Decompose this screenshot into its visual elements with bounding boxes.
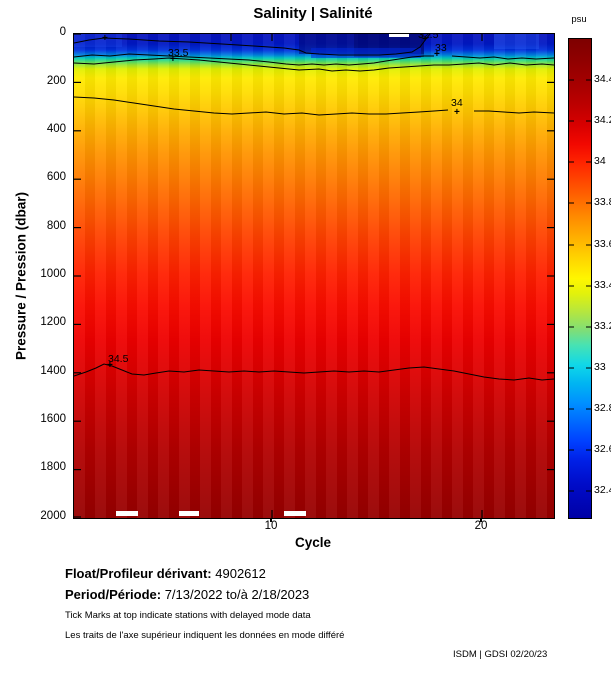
y-tick-label: 200 — [46, 75, 66, 87]
colorbar-tick-label: 34.2 — [594, 114, 611, 126]
y-tick-label: 800 — [46, 220, 66, 232]
note-french: Les traits de l'axe supérieur indiquent … — [65, 630, 345, 641]
y-axis-title: Pressure / Pression (dbar) — [13, 191, 29, 361]
contour-label-33: 33 — [435, 42, 447, 54]
contour-33 — [74, 53, 434, 66]
period-value: 7/13/2022 to/à 2/18/2023 — [164, 587, 310, 602]
contour-lines-layer — [74, 34, 554, 518]
contour-34-5 — [74, 363, 554, 381]
missing-data-gap — [284, 511, 306, 516]
contour-label-33-5: 33.5 — [168, 47, 189, 59]
colorbar — [568, 38, 592, 519]
contour-32-5 — [74, 34, 431, 56]
contour-anchor-icon: + — [434, 49, 440, 60]
note-english: Tick Marks at top indicate stations with… — [65, 610, 311, 621]
y-tick-label: 2000 — [40, 510, 66, 522]
contour-anchor-icon: + — [170, 54, 176, 65]
contour-anchor-icon: + — [107, 360, 113, 371]
y-tick-label: 1600 — [40, 413, 66, 425]
x-axis-tick — [480, 518, 482, 522]
y-tick-label: 400 — [46, 123, 66, 135]
x-axis-tick — [270, 518, 272, 522]
colorbar-tick-label: 34 — [594, 155, 606, 167]
colorbar-tick-label: 32.6 — [594, 443, 611, 455]
contour-34 — [74, 96, 449, 116]
colorbar-tick-marks — [569, 79, 591, 492]
colorbar-tick-label: 33.2 — [594, 320, 611, 332]
float-id-label: Float/Profileur dérivant: — [65, 566, 212, 581]
colorbar-tick-label: 32.4 — [594, 484, 611, 496]
period-line: Period/Période: 7/13/2022 to/à 2/18/2023 — [65, 587, 309, 602]
heatmap-plot-area: 32.5 33 33.5 34 34.5 + + + + + + — [73, 33, 555, 519]
y-tick-label: 600 — [46, 171, 66, 183]
provider-credit: ISDM | GDSI 02/20/23 — [453, 649, 548, 660]
contour-33-5 — [74, 57, 554, 72]
x-tick-label: 20 — [474, 520, 488, 532]
float-id-line: Float/Profileur dérivant: 4902612 — [65, 566, 266, 581]
contour-anchor-icon: + — [454, 107, 460, 118]
missing-data-gap — [116, 511, 138, 516]
contour-label-32-5: 32.5 — [418, 33, 439, 41]
contour-33 — [451, 55, 554, 60]
x-tick-label: 10 — [264, 520, 278, 532]
float-id-value: 4902612 — [215, 566, 266, 581]
contour-anchor-icon: + — [102, 33, 108, 44]
colorbar-tick-label: 33.8 — [594, 196, 611, 208]
y-tick-label: 1800 — [40, 461, 66, 473]
colorbar-tick-label: 33.4 — [594, 279, 611, 291]
contour-anchor-icon: + — [422, 34, 428, 45]
y-tick-label: 1200 — [40, 316, 66, 328]
period-label: Period/Période: — [65, 587, 162, 602]
y-tick-label: 0 — [59, 26, 66, 38]
missing-data-gap — [179, 511, 199, 516]
colorbar-tick-label: 33.6 — [594, 238, 611, 250]
colorbar-tick-label: 33 — [594, 361, 606, 373]
colorbar-unit-label: psu — [571, 14, 587, 25]
axis-tick-marks — [74, 34, 554, 518]
missing-data-gap — [389, 34, 409, 37]
contour-label-34: 34 — [451, 97, 463, 109]
chart-title: Salinity | Salinité — [253, 5, 373, 22]
contour-34 — [474, 110, 554, 114]
contour-label-34-5: 34.5 — [108, 353, 129, 365]
y-tick-label: 1400 — [40, 365, 66, 377]
x-axis-title: Cycle — [294, 535, 332, 550]
colorbar-tick-label: 32.8 — [594, 402, 611, 414]
colorbar-tick-label: 34.4 — [594, 73, 611, 85]
y-tick-label: 1000 — [40, 268, 66, 280]
